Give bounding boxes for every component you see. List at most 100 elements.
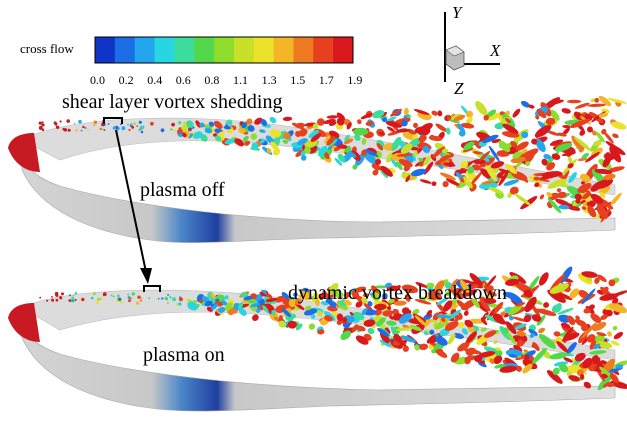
vortex-structure	[443, 300, 453, 312]
vortex-structure	[400, 143, 413, 154]
vortex-structure	[583, 307, 591, 314]
vortex-structure	[384, 327, 391, 334]
vortex-structure	[393, 300, 407, 306]
vortex-structure	[118, 297, 122, 301]
vortex-structure	[571, 135, 581, 149]
vortex-structure	[528, 328, 538, 336]
vortex-structure	[596, 332, 607, 337]
vortex-structure	[313, 292, 320, 300]
vortex-structure	[323, 151, 330, 160]
vortex-structure	[549, 139, 564, 146]
vortex-structure	[59, 120, 62, 123]
vortex-structure	[371, 292, 381, 302]
vortex-structure	[171, 122, 176, 127]
vortex-structure	[327, 297, 334, 306]
vortex-structure	[435, 123, 448, 133]
vortex-structure	[367, 327, 375, 335]
vortex-structure	[72, 294, 75, 297]
vortex-structure	[585, 151, 600, 163]
transition-arrow	[115, 129, 147, 273]
vortex-structure	[273, 148, 281, 156]
vortex-structure	[431, 110, 438, 116]
colorbar-tick-label: 0.0	[90, 73, 105, 87]
vortex-structure	[437, 110, 443, 117]
vortex-structure	[244, 140, 251, 146]
vortex-structure	[525, 161, 531, 167]
vortex-structure	[323, 119, 336, 124]
vortex-structure	[582, 202, 587, 207]
vortex-structure	[419, 157, 427, 167]
vortex-structure	[568, 156, 573, 164]
axis-x-label: X	[490, 41, 501, 60]
vortex-structure	[121, 126, 126, 131]
vortex-structure	[611, 121, 627, 130]
vortex-structure	[425, 318, 432, 326]
vortex-structure	[482, 134, 499, 144]
vortex-structure	[269, 116, 277, 124]
vortex-structure	[361, 308, 368, 316]
vortex-structure	[465, 110, 474, 118]
colorbar-tick-label: 1.3	[261, 73, 277, 87]
vortex-structure	[595, 341, 613, 349]
vortex-structure	[444, 320, 459, 331]
vortex-structure	[393, 336, 407, 347]
vortex-structure	[465, 331, 477, 344]
vortex-structure	[340, 330, 352, 341]
vortex-structure	[426, 309, 433, 317]
vortex-structure	[225, 124, 230, 130]
vortex-structure	[558, 204, 570, 210]
vortex-structure	[259, 292, 267, 297]
vortex-structure	[412, 308, 420, 315]
vortex-structure	[510, 140, 518, 148]
vortex-structure	[187, 301, 197, 311]
vortex-structure	[512, 108, 521, 118]
vortex-structure	[590, 181, 604, 192]
vortex-structure	[361, 297, 368, 304]
vortex-structure	[556, 132, 567, 137]
vortex-structure	[463, 141, 475, 151]
vortex-structure	[521, 131, 529, 139]
vortex-structure	[499, 365, 518, 373]
colorbar-segment	[333, 37, 354, 63]
vortex-structure	[130, 123, 133, 126]
vortex-structure	[404, 294, 411, 302]
vortex-structure	[581, 152, 590, 160]
vortex-structure	[435, 336, 448, 346]
vortex-structure	[63, 128, 68, 132]
vortex-structure	[206, 306, 213, 312]
colorbar-segment	[95, 37, 116, 63]
vortex-structure	[522, 363, 533, 374]
vortex-structure	[140, 297, 143, 300]
vortex-structure	[469, 272, 483, 287]
vortex-structure	[247, 125, 255, 132]
vortex-structure	[238, 308, 247, 316]
vortex-structure	[610, 340, 620, 346]
vortex-structure	[562, 326, 574, 342]
vortex-structure	[568, 375, 580, 382]
vortex-structure	[93, 120, 98, 124]
vortex-structure	[278, 315, 284, 322]
vortex-structure	[582, 357, 593, 369]
vortex-structure	[293, 292, 298, 297]
vortex-structure	[304, 140, 318, 148]
vortex-structure	[353, 311, 365, 321]
vortex-structure	[110, 294, 113, 297]
vortex-structure	[74, 291, 78, 295]
vortex-structure	[396, 327, 412, 331]
shear-layer-label: shear layer vortex shedding	[62, 91, 283, 113]
vortex-structure	[602, 308, 613, 317]
vortex-structure	[587, 103, 606, 107]
vortex-structure	[460, 161, 469, 169]
vortex-structure	[354, 134, 361, 142]
vortex-structure	[93, 124, 96, 127]
vortex-structure	[505, 278, 520, 286]
vortex-structure	[457, 342, 470, 352]
vortex-structure	[471, 298, 480, 309]
vortex-structure	[41, 123, 45, 127]
vortex-structure	[596, 204, 608, 220]
vortex-structure	[87, 129, 89, 132]
vortex-structure	[376, 143, 384, 151]
vortex-structure	[538, 272, 549, 286]
vortex-structure	[453, 114, 466, 122]
vortex-structure	[556, 188, 562, 193]
